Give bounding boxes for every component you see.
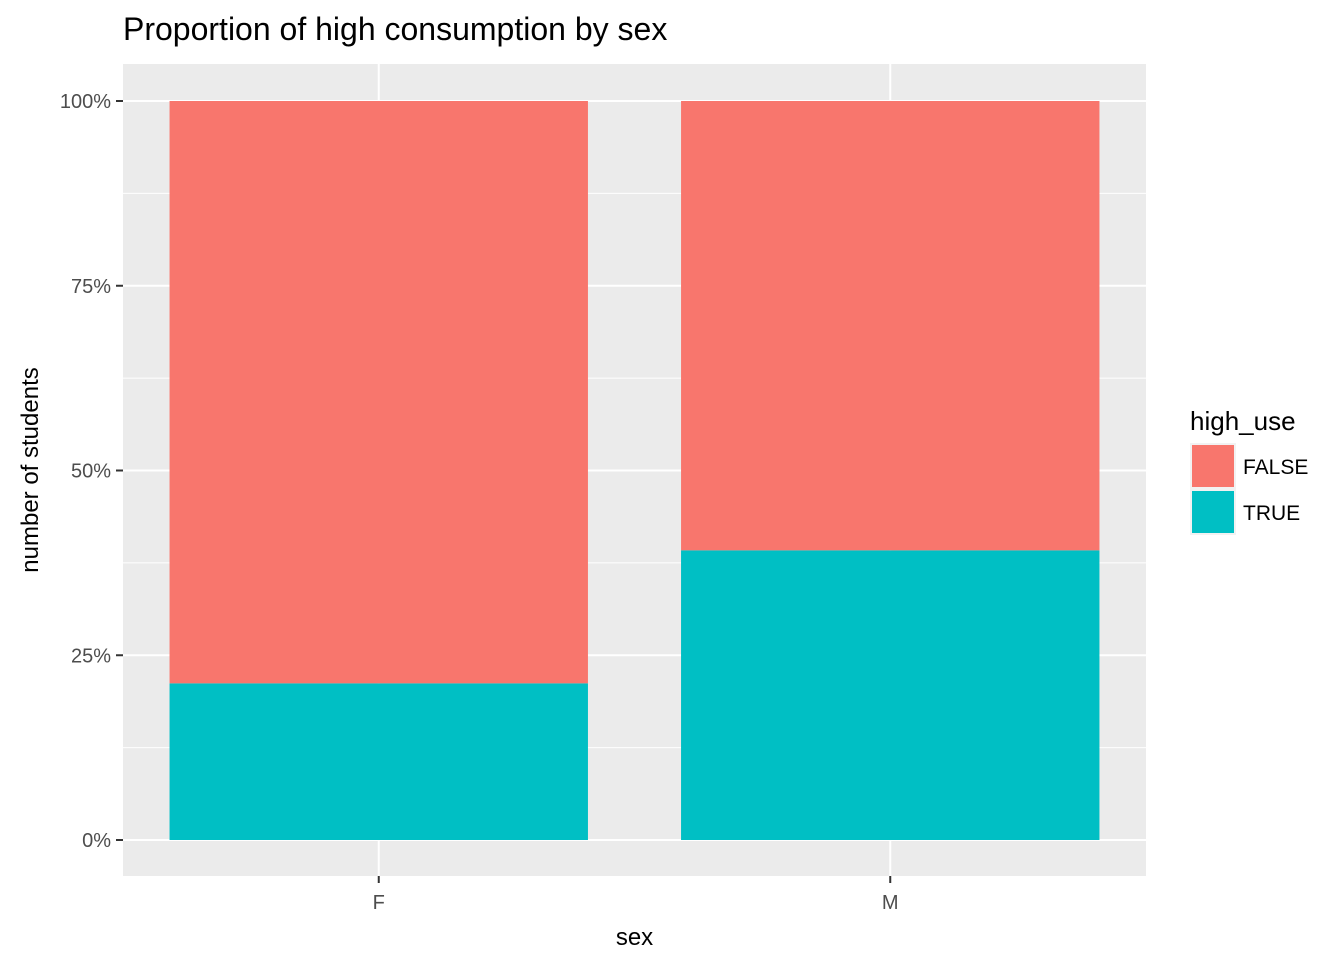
legend-title: high_use [1190,406,1296,436]
bar-f-true [169,683,588,840]
x-tick-label: M [882,892,899,914]
y-tick-label: 100% [60,91,111,113]
y-tick-label: 50% [71,461,111,483]
bar-m-false [681,101,1100,551]
legend-label-true: TRUE [1243,502,1300,525]
y-axis-title: number of students [17,367,44,572]
y-tick-label: 0% [82,830,111,852]
y-tick-label: 25% [71,645,111,667]
x-tick-label: F [373,892,385,914]
bars [169,101,1100,840]
legend-label-false: FALSE [1243,456,1308,479]
bar-m-true [681,550,1100,840]
bar-f-false [169,101,588,684]
legend-swatch-true [1192,491,1234,533]
legend-swatch-false [1192,445,1234,487]
y-axis: 0% 25% 50% 75% 100% [60,91,123,852]
chart-title: Proportion of high consumption by sex [123,11,667,47]
legend: high_use FALSE TRUE [1190,406,1308,535]
x-axis-title: sex [616,924,653,951]
y-tick-label: 75% [71,276,111,298]
